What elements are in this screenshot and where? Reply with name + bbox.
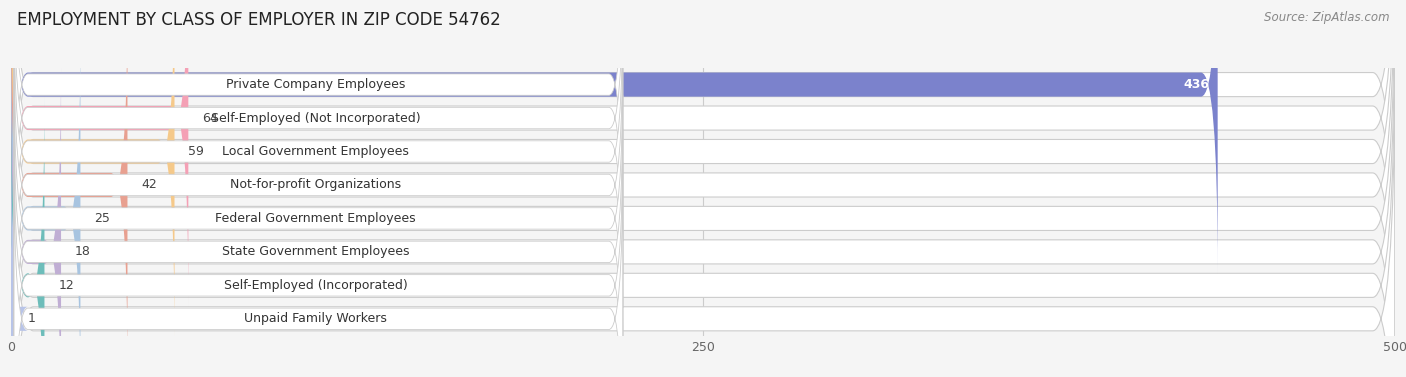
FancyBboxPatch shape bbox=[11, 0, 1395, 377]
FancyBboxPatch shape bbox=[14, 0, 623, 308]
FancyBboxPatch shape bbox=[11, 0, 1218, 273]
FancyBboxPatch shape bbox=[11, 30, 1395, 377]
FancyBboxPatch shape bbox=[11, 0, 1395, 374]
Text: 59: 59 bbox=[188, 145, 204, 158]
Text: Private Company Employees: Private Company Employees bbox=[226, 78, 405, 91]
FancyBboxPatch shape bbox=[14, 28, 623, 342]
Text: 1: 1 bbox=[28, 312, 35, 325]
FancyBboxPatch shape bbox=[14, 62, 623, 375]
Text: Not-for-profit Organizations: Not-for-profit Organizations bbox=[231, 178, 401, 192]
FancyBboxPatch shape bbox=[11, 0, 1395, 340]
Text: 436: 436 bbox=[1184, 78, 1209, 91]
Text: Source: ZipAtlas.com: Source: ZipAtlas.com bbox=[1264, 11, 1389, 24]
Text: State Government Employees: State Government Employees bbox=[222, 245, 409, 258]
FancyBboxPatch shape bbox=[0, 130, 28, 377]
FancyBboxPatch shape bbox=[11, 0, 188, 307]
Text: Unpaid Family Workers: Unpaid Family Workers bbox=[245, 312, 387, 325]
FancyBboxPatch shape bbox=[14, 0, 623, 241]
Text: Self-Employed (Not Incorporated): Self-Employed (Not Incorporated) bbox=[211, 112, 420, 124]
FancyBboxPatch shape bbox=[11, 63, 1395, 377]
Text: 12: 12 bbox=[58, 279, 75, 292]
Text: Federal Government Employees: Federal Government Employees bbox=[215, 212, 416, 225]
FancyBboxPatch shape bbox=[11, 0, 1395, 377]
Text: Local Government Employees: Local Government Employees bbox=[222, 145, 409, 158]
FancyBboxPatch shape bbox=[11, 63, 60, 377]
Text: 25: 25 bbox=[94, 212, 110, 225]
FancyBboxPatch shape bbox=[14, 129, 623, 377]
FancyBboxPatch shape bbox=[11, 30, 80, 377]
FancyBboxPatch shape bbox=[11, 0, 128, 374]
Text: 42: 42 bbox=[141, 178, 157, 192]
Text: Self-Employed (Incorporated): Self-Employed (Incorporated) bbox=[224, 279, 408, 292]
FancyBboxPatch shape bbox=[11, 0, 1395, 377]
Text: EMPLOYMENT BY CLASS OF EMPLOYER IN ZIP CODE 54762: EMPLOYMENT BY CLASS OF EMPLOYER IN ZIP C… bbox=[17, 11, 501, 29]
Text: 18: 18 bbox=[75, 245, 91, 258]
FancyBboxPatch shape bbox=[11, 0, 174, 340]
FancyBboxPatch shape bbox=[14, 162, 623, 377]
FancyBboxPatch shape bbox=[11, 97, 45, 377]
Text: 64: 64 bbox=[202, 112, 218, 124]
FancyBboxPatch shape bbox=[14, 95, 623, 377]
FancyBboxPatch shape bbox=[11, 0, 1395, 377]
FancyBboxPatch shape bbox=[14, 0, 623, 274]
